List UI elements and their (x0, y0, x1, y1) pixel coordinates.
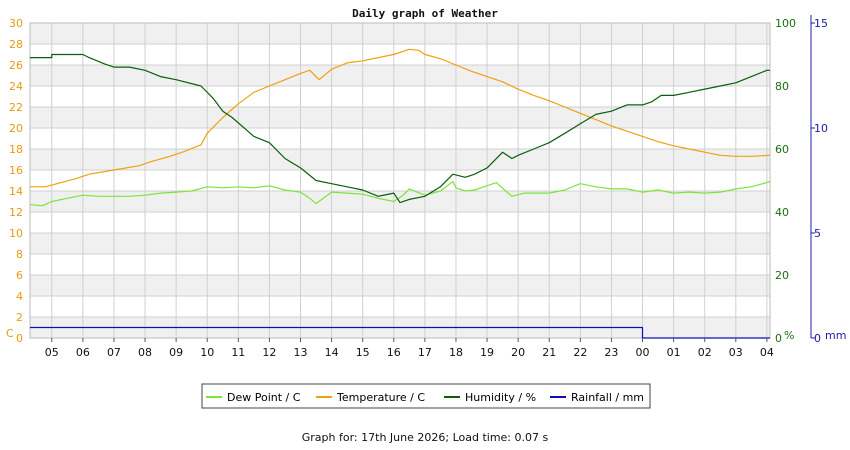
left-axis-tick-label: 12 (9, 206, 23, 219)
grid-band (30, 65, 770, 86)
x-tick-label: 06 (76, 346, 90, 359)
legend-item-dew-point: Dew Point / C (206, 391, 301, 404)
x-tick-label: 08 (138, 346, 152, 359)
rain-axis-tick-label: 10 (814, 122, 828, 135)
x-tick-label: 14 (325, 346, 339, 359)
x-tick-label: 15 (356, 346, 370, 359)
humidity-axis-tick-label: 60 (775, 143, 789, 156)
x-tick-label: 00 (636, 346, 650, 359)
grid-band (30, 233, 770, 254)
left-axis-tick-label: 10 (9, 227, 23, 240)
footer-status: Graph for: 17th June 2026; Load time: 0.… (301, 431, 549, 444)
left-axis-tick-label: 30 (9, 17, 23, 30)
x-tick-label: 20 (511, 346, 525, 359)
left-axis-tick-label: 6 (16, 269, 23, 282)
left-axis-unit-label: C (6, 327, 14, 340)
x-tick-label: 13 (294, 346, 308, 359)
plot-border (29, 22, 771, 339)
legend-item-temperature: Temperature / C (316, 391, 425, 404)
x-tick-label: 17 (418, 346, 432, 359)
x-tick-label: 01 (667, 346, 681, 359)
x-tick-label: 18 (449, 346, 463, 359)
series-line-temperature (30, 48, 771, 188)
rain-axis-unit-label: mm (825, 329, 846, 342)
series-line-dew-point (29, 180, 771, 207)
plot-area (30, 23, 770, 338)
grid-band (30, 275, 770, 296)
humidity-axis-tick-label: 0 (775, 332, 782, 345)
legend-label-rainfall: Rainfall / mm (571, 391, 644, 404)
left-axis-tick-label: 16 (9, 164, 23, 177)
legend-label-dew-point: Dew Point / C (227, 391, 301, 404)
rain-axis-tick-label: 5 (814, 227, 821, 240)
left-axis-tick-label: 18 (9, 143, 23, 156)
left-axis-tick-label: 4 (16, 290, 23, 303)
legend-box (201, 383, 651, 409)
legend-item-rainfall: Rainfall / mm (550, 391, 644, 404)
left-axis-tick-label: 2 (16, 311, 23, 324)
x-tick-label: 16 (387, 346, 401, 359)
humidity-axis-tick-label: 20 (775, 269, 789, 282)
legend-label-temperature: Temperature / C (336, 391, 425, 404)
grid-band (30, 107, 770, 128)
left-axis-tick-label: 24 (9, 80, 23, 93)
grid-band (30, 149, 770, 170)
humidity-axis-unit-label: % (784, 329, 794, 342)
series-lines (29, 48, 771, 339)
x-tick-label: 07 (107, 346, 121, 359)
legend-label-humidity: Humidity / % (465, 391, 536, 404)
axes: 05 06 07 08 09 10 11 12 13 14 15 16 17 18 19 20 21 22 23 00… (9, 15, 828, 359)
series-line-rainfall (30, 326, 770, 339)
humidity-axis-tick-label: 100 (775, 17, 796, 30)
left-axis-tick-label: 8 (16, 248, 23, 261)
left-axis-tick-label: 28 (9, 38, 23, 51)
left-axis-tick-label: 14 (9, 185, 23, 198)
x-tick-label: 22 (573, 346, 587, 359)
series-line-humidity (30, 53, 770, 204)
x-tick-label: 10 (200, 346, 214, 359)
x-tick-label: 11 (231, 346, 245, 359)
left-axis-tick-label: 26 (9, 59, 23, 72)
x-tick-label: 19 (480, 346, 494, 359)
rain-axis-tick-label: 15 (814, 17, 828, 30)
legend-item-humidity: Humidity / % (444, 391, 536, 404)
x-tick-label: 09 (169, 346, 183, 359)
chart-title: Daily graph of Weather (352, 7, 498, 20)
x-tick-label: 02 (698, 346, 712, 359)
rain-axis-tick-label: 0 (814, 332, 821, 345)
x-tick-label: 04 (760, 346, 774, 359)
humidity-axis-tick-label: 40 (775, 206, 789, 219)
humidity-axis-tick-label: 80 (775, 80, 789, 93)
left-axis-tick-label: 22 (9, 101, 23, 114)
grid-band (30, 191, 770, 212)
left-axis-tick-label: 20 (9, 122, 23, 135)
left-axis-tick-label: 0 (16, 332, 23, 345)
x-tick-label: 03 (729, 346, 743, 359)
x-tick-label: 05 (45, 346, 59, 359)
chart-legend: Dew Point / C Temperature / C Humidity /… (201, 383, 651, 409)
grid-band (30, 23, 770, 44)
x-tick-label: 12 (262, 346, 276, 359)
x-tick-label: 21 (542, 346, 556, 359)
x-tick-label: 23 (604, 346, 618, 359)
